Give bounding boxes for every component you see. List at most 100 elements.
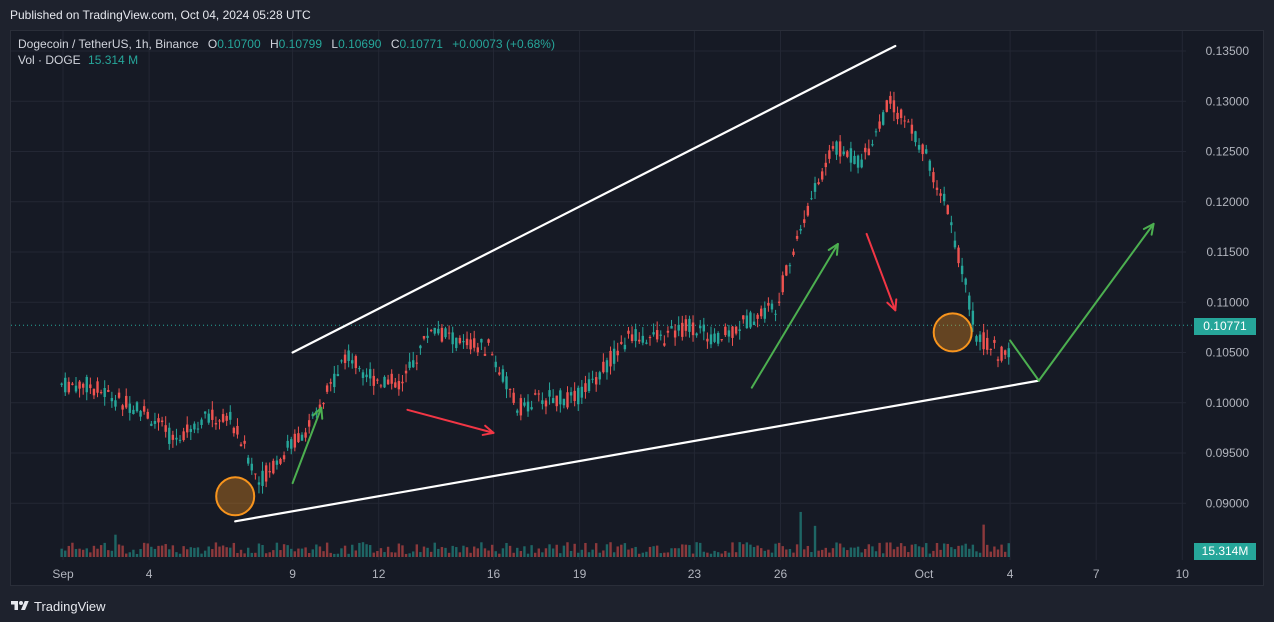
volume-bar xyxy=(623,543,627,557)
brand-name[interactable]: TradingView xyxy=(34,598,106,614)
candle-body xyxy=(892,100,896,113)
candle-body xyxy=(139,410,142,417)
volume-label[interactable]: Vol · DOGE xyxy=(18,53,81,67)
candle-body xyxy=(641,335,645,343)
volume-bar xyxy=(831,548,835,557)
candle-body xyxy=(706,338,709,342)
candle-body xyxy=(103,388,106,397)
volume-bar xyxy=(254,552,257,557)
volume-bar xyxy=(860,552,863,557)
candle-body xyxy=(135,402,139,412)
candle-body xyxy=(512,392,515,403)
volume-bar xyxy=(444,547,447,557)
volume-bar xyxy=(942,543,946,557)
volume-bar xyxy=(1007,543,1010,557)
candle-body xyxy=(609,350,612,367)
candle-body xyxy=(749,312,752,328)
candle-body xyxy=(580,386,584,398)
green-arrow xyxy=(291,406,323,485)
volume-bar xyxy=(272,550,275,557)
volume-bar xyxy=(634,546,637,557)
volume-bar xyxy=(921,547,924,557)
volume-bar xyxy=(526,553,530,557)
volume-bar xyxy=(286,545,289,557)
chart-frame[interactable] xyxy=(10,30,1264,586)
candle-body xyxy=(508,388,512,390)
candle-body xyxy=(946,205,949,215)
volume-bar xyxy=(530,545,533,557)
volume-bar xyxy=(982,524,985,557)
volume-bar xyxy=(537,548,540,557)
candle-body xyxy=(89,384,92,389)
candle-body xyxy=(939,193,942,196)
volume-bar xyxy=(290,548,293,557)
candle-body xyxy=(731,326,734,338)
green-arrow xyxy=(750,242,839,389)
candle-body xyxy=(792,251,795,255)
volume-bar xyxy=(742,544,745,557)
candle-body xyxy=(616,350,619,356)
candle-body xyxy=(293,433,297,448)
volume-bar xyxy=(591,549,594,557)
candle-body xyxy=(257,482,261,485)
change-value: +0.00073 (+0.68%) xyxy=(452,37,555,51)
volume-bar xyxy=(699,542,702,557)
volume-bar xyxy=(243,553,246,557)
candle-body xyxy=(336,374,340,377)
symbol-label[interactable]: Dogecoin / TetherUS, 1h, Binance xyxy=(18,37,199,51)
candle-body xyxy=(422,335,426,339)
x-tick-label: 12 xyxy=(372,567,386,581)
volume-bar xyxy=(171,545,175,557)
volume-bar xyxy=(745,542,749,557)
candle-body xyxy=(996,359,1000,361)
candle-body xyxy=(627,330,630,334)
candle-body xyxy=(322,402,325,405)
volume-bar xyxy=(81,549,85,557)
candle-body xyxy=(587,379,591,392)
volume-bar xyxy=(135,553,139,557)
candle-body xyxy=(451,332,454,345)
volume-bar xyxy=(573,543,576,557)
candle-body xyxy=(394,382,397,388)
volume-bar xyxy=(390,552,393,557)
candle-body xyxy=(846,151,849,157)
candle-body xyxy=(688,318,691,332)
candle-body xyxy=(878,121,881,129)
candle-body xyxy=(935,187,939,190)
volume-bar xyxy=(609,542,612,557)
volume-bar xyxy=(142,542,146,557)
candle-body xyxy=(1003,350,1007,355)
candle-body xyxy=(559,390,562,405)
volume-bar xyxy=(788,549,792,557)
volume-bar xyxy=(490,544,494,557)
green-arrow-head xyxy=(1142,222,1155,236)
volume-bar xyxy=(211,549,214,557)
volume-bar xyxy=(365,544,368,557)
candle-body xyxy=(957,247,960,264)
candle-body xyxy=(404,370,408,374)
volume-bar xyxy=(724,551,727,557)
volume-bar xyxy=(939,549,942,557)
last-price-tag: 0.10771 xyxy=(1194,318,1256,335)
candle-body xyxy=(229,411,232,420)
candle-body xyxy=(695,333,698,336)
open-label: O xyxy=(207,37,218,51)
candle-body xyxy=(612,348,616,364)
volume-bar xyxy=(512,552,515,557)
red-arrow-head xyxy=(481,424,495,436)
x-tick-label: 10 xyxy=(1176,567,1190,581)
red-arrow xyxy=(865,232,897,312)
volume-bar xyxy=(483,548,487,557)
candle-body xyxy=(358,368,361,370)
candle-body xyxy=(745,315,749,329)
volume-bar xyxy=(437,548,440,557)
volume-bar xyxy=(168,549,171,557)
volume-bar xyxy=(494,551,497,557)
candle-body xyxy=(354,356,358,369)
green-arrow xyxy=(1009,339,1040,382)
volume-bar xyxy=(716,552,720,557)
candle-body xyxy=(243,440,246,444)
candle-body xyxy=(523,402,526,406)
red-arrow xyxy=(406,408,495,434)
